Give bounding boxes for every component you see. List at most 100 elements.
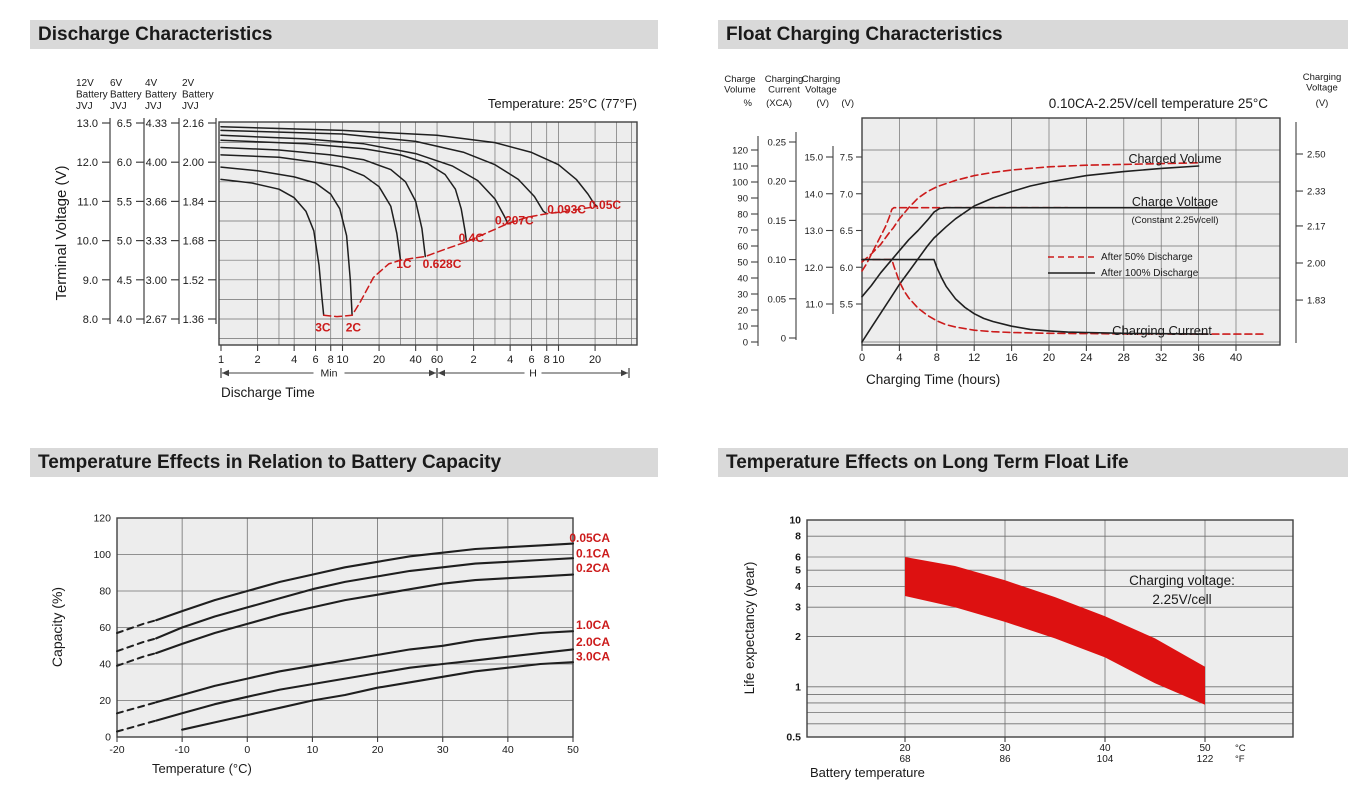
svg-text:0.1CA: 0.1CA bbox=[576, 547, 610, 561]
svg-text:0.4C: 0.4C bbox=[459, 231, 485, 245]
svg-text:6.5: 6.5 bbox=[840, 226, 853, 237]
svg-text:(V): (V) bbox=[816, 98, 829, 109]
float-charging-section-header: Float Charging Characteristics bbox=[718, 20, 1348, 49]
svg-text:36: 36 bbox=[1192, 352, 1204, 364]
svg-text:5.5: 5.5 bbox=[840, 300, 853, 311]
svg-text:Voltage: Voltage bbox=[805, 85, 837, 96]
svg-text:0.05: 0.05 bbox=[768, 294, 787, 305]
svg-text:10: 10 bbox=[789, 515, 801, 527]
svg-text:4V: 4V bbox=[145, 78, 158, 89]
svg-text:0.2CA: 0.2CA bbox=[576, 561, 610, 575]
svg-text:12V: 12V bbox=[76, 78, 94, 89]
svg-text:10: 10 bbox=[552, 354, 564, 366]
svg-text:30: 30 bbox=[437, 744, 449, 756]
svg-text:2.0CA: 2.0CA bbox=[576, 635, 610, 649]
svg-text:1C: 1C bbox=[396, 257, 412, 271]
svg-text:14.0: 14.0 bbox=[805, 189, 824, 200]
svg-text:16: 16 bbox=[1005, 352, 1017, 364]
svg-text:2: 2 bbox=[795, 631, 801, 643]
svg-text:4: 4 bbox=[795, 581, 801, 593]
svg-text:2.50: 2.50 bbox=[1307, 150, 1326, 161]
svg-text:Discharge Time: Discharge Time bbox=[221, 385, 315, 400]
svg-text:104: 104 bbox=[1097, 754, 1114, 765]
temp-capacity-title: Temperature Effects in Relation to Batte… bbox=[38, 452, 502, 473]
svg-text:8: 8 bbox=[934, 352, 940, 364]
svg-text:68: 68 bbox=[899, 754, 911, 765]
svg-text:80: 80 bbox=[737, 210, 748, 221]
svg-text:0.10CA-2.25V/cell temperature: 0.10CA-2.25V/cell temperature 25°C bbox=[1049, 96, 1269, 111]
svg-text:20: 20 bbox=[589, 354, 601, 366]
svg-text:H: H bbox=[529, 368, 537, 380]
svg-text:0: 0 bbox=[743, 338, 748, 349]
svg-text:3.0CA: 3.0CA bbox=[576, 650, 610, 664]
svg-text:13.0: 13.0 bbox=[77, 118, 98, 130]
svg-text:50: 50 bbox=[1199, 743, 1211, 754]
svg-text:40: 40 bbox=[99, 659, 111, 671]
svg-text:1.83: 1.83 bbox=[1307, 296, 1326, 307]
svg-text:Charging: Charging bbox=[765, 74, 804, 85]
svg-text:20: 20 bbox=[99, 695, 111, 707]
svg-text:0.093C: 0.093C bbox=[547, 203, 586, 217]
svg-text:30: 30 bbox=[737, 290, 748, 301]
svg-text:Capacity (%): Capacity (%) bbox=[49, 587, 65, 667]
svg-text:0.20: 0.20 bbox=[768, 177, 787, 188]
svg-text:60: 60 bbox=[99, 622, 111, 634]
temp-capacity-chart-svg: -20 -10 0 10 20 30 40 50 0 20 40 60 80 100 120 Capacity… bbox=[49, 513, 610, 777]
svg-text:%: % bbox=[744, 98, 753, 109]
svg-text:(V): (V) bbox=[841, 98, 854, 109]
svg-text:50: 50 bbox=[567, 744, 579, 756]
svg-text:40: 40 bbox=[502, 744, 514, 756]
svg-text:Life expectancy (year): Life expectancy (year) bbox=[742, 562, 757, 695]
svg-text:4: 4 bbox=[507, 354, 513, 366]
svg-text:(Constant 2.25v/cell): (Constant 2.25v/cell) bbox=[1131, 215, 1218, 226]
svg-text:0.15: 0.15 bbox=[768, 216, 787, 227]
svg-text:8: 8 bbox=[328, 354, 334, 366]
svg-text:2.25V/cell: 2.25V/cell bbox=[1152, 592, 1211, 607]
svg-text:2: 2 bbox=[255, 354, 261, 366]
svg-text:Min: Min bbox=[321, 368, 338, 380]
svg-text:20: 20 bbox=[373, 354, 385, 366]
svg-text:2V: 2V bbox=[182, 78, 195, 89]
svg-text:4: 4 bbox=[291, 354, 297, 366]
svg-text:Volume: Volume bbox=[724, 85, 756, 96]
svg-text:1.52: 1.52 bbox=[183, 275, 204, 287]
svg-text:0: 0 bbox=[105, 732, 111, 744]
float-life-title: Temperature Effects on Long Term Float L… bbox=[726, 452, 1129, 473]
svg-text:6.5: 6.5 bbox=[117, 118, 132, 130]
svg-text:3.66: 3.66 bbox=[146, 196, 167, 208]
svg-text:2: 2 bbox=[471, 354, 477, 366]
svg-text:Voltage: Voltage bbox=[1306, 83, 1338, 94]
svg-text:5: 5 bbox=[795, 565, 801, 577]
svg-text:Battery: Battery bbox=[110, 90, 142, 101]
svg-text:JVJ: JVJ bbox=[76, 101, 93, 112]
svg-text:2.33: 2.33 bbox=[1307, 187, 1326, 198]
svg-text:After 100% Discharge: After 100% Discharge bbox=[1101, 268, 1199, 279]
svg-text:Charging: Charging bbox=[802, 74, 841, 85]
svg-text:Terminal Voltage (V): Terminal Voltage (V) bbox=[53, 165, 70, 300]
svg-text:10: 10 bbox=[737, 322, 748, 333]
svg-text:9.0: 9.0 bbox=[83, 275, 98, 287]
svg-text:0.5: 0.5 bbox=[786, 732, 801, 744]
svg-text:After 50% Discharge: After 50% Discharge bbox=[1101, 252, 1193, 263]
svg-text:5.5: 5.5 bbox=[117, 196, 132, 208]
svg-text:110: 110 bbox=[733, 162, 748, 173]
discharge-title: Discharge Characteristics bbox=[38, 24, 273, 45]
svg-text:0.207C: 0.207C bbox=[495, 214, 534, 228]
svg-text:0: 0 bbox=[859, 352, 865, 364]
svg-text:60: 60 bbox=[737, 242, 748, 253]
svg-text:3: 3 bbox=[795, 602, 801, 614]
svg-text:12: 12 bbox=[968, 352, 980, 364]
svg-text:40: 40 bbox=[410, 354, 422, 366]
svg-text:80: 80 bbox=[99, 586, 111, 598]
svg-text:Temperature: 25°C (77°F): Temperature: 25°C (77°F) bbox=[488, 96, 637, 111]
svg-text:70: 70 bbox=[737, 226, 748, 237]
svg-text:1.0CA: 1.0CA bbox=[576, 618, 610, 632]
svg-text:4: 4 bbox=[896, 352, 902, 364]
svg-text:4.0: 4.0 bbox=[117, 314, 132, 326]
svg-text:Charging voltage:: Charging voltage: bbox=[1129, 573, 1235, 588]
svg-text:-10: -10 bbox=[175, 744, 190, 756]
svg-text:0.05C: 0.05C bbox=[589, 198, 621, 212]
svg-text:2C: 2C bbox=[346, 321, 362, 335]
svg-text:1.36: 1.36 bbox=[183, 314, 204, 326]
